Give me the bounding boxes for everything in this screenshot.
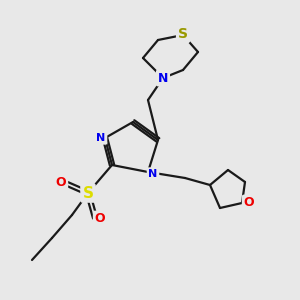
Text: S: S [178,27,188,41]
Text: N: N [96,133,106,143]
Text: N: N [158,71,168,85]
Text: O: O [244,196,254,209]
Text: O: O [56,176,66,190]
Text: S: S [82,185,94,200]
Text: N: N [148,169,158,179]
Text: O: O [95,212,105,226]
